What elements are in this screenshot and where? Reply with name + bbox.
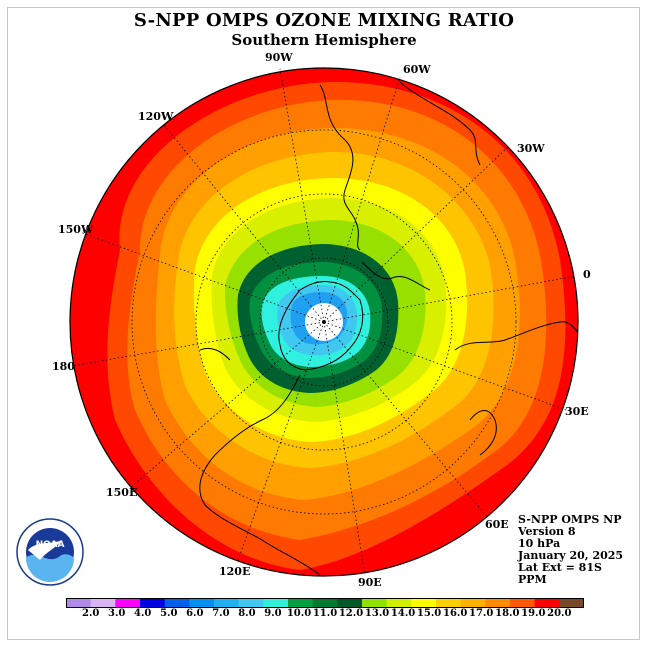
- noaa-logo: NOAA: [16, 518, 84, 586]
- figure-subtitle: Southern Hemisphere: [231, 31, 417, 49]
- info-instrument: S-NPP OMPS NP: [518, 513, 622, 526]
- coastline-peninsula: [361, 261, 431, 291]
- lon-label-150e: 150E: [106, 486, 137, 499]
- meridian-150w: [79, 231, 325, 323]
- lon-label-120e: 120E: [219, 565, 250, 578]
- lon-label-30w: 30W: [517, 142, 545, 155]
- colorbar-tick-label: 9.0: [264, 608, 282, 619]
- lon-label-150w: 150W: [58, 223, 94, 236]
- coastlines: [199, 81, 579, 576]
- lat-circle-50: [195, 193, 453, 451]
- colorbar-tick-label: 17.0: [469, 608, 494, 619]
- colorbar-tick-label: 8.0: [238, 608, 256, 619]
- colorbar-tick-label: 15.0: [416, 608, 442, 619]
- meridian-0: [323, 275, 577, 323]
- lon-label-60e: 60E: [485, 518, 509, 531]
- south-pole-marker: [322, 320, 326, 324]
- colorbar-tick-label: 16.0: [443, 608, 468, 619]
- colorbar-swatch: [189, 598, 215, 608]
- meridian-180: [71, 321, 325, 367]
- longitude-labels: 90W 60W 30W 0 30E 60E 90E 120E 150E 180 …: [52, 51, 591, 589]
- colorbar-swatch: [386, 598, 412, 608]
- lon-label-30e: 30E: [565, 405, 589, 418]
- meridian-90w: [279, 68, 325, 323]
- info-date: January 20, 2025: [518, 549, 624, 562]
- lon-label-180: 180: [52, 360, 75, 373]
- info-version: Version 8: [518, 525, 576, 538]
- colorbar-tick-label: 18.0: [495, 608, 520, 619]
- colorbar-tick-label: 12.0: [338, 608, 364, 619]
- colorbar-tick-label: 6.0: [186, 608, 204, 619]
- lon-label-120w: 120W: [138, 110, 174, 123]
- info-units: PPM: [518, 573, 547, 586]
- colorbar-swatch: [559, 598, 584, 608]
- lon-label-60w: 60W: [403, 63, 431, 76]
- colorbar-tick-label: 14.0: [390, 608, 416, 619]
- colorbar-tick-label: 2.0: [81, 608, 100, 619]
- colorbar-swatch: [337, 598, 363, 608]
- colorbar-swatch: [288, 598, 314, 608]
- colorbar-border: [66, 598, 584, 608]
- colorbar-swatch: [534, 598, 560, 608]
- coastline-south-america: [319, 84, 361, 251]
- meridian-60e: [323, 321, 489, 519]
- lat-circle-30: [131, 129, 517, 515]
- colorbar-swatch: [140, 598, 166, 608]
- noaa-logo-text: NOAA: [36, 540, 65, 550]
- coastline-ross: [199, 347, 231, 361]
- coastline-madagascar: [469, 410, 497, 456]
- coastline-south-america-east: [399, 81, 481, 166]
- colorbar-tick-label: 3.0: [107, 608, 126, 619]
- colorbar-tick-label: 4.0: [133, 608, 152, 619]
- figure-title: S-NPP OMPS OZONE MIXING RATIO: [133, 10, 515, 31]
- lon-label-90e: 90E: [358, 576, 382, 589]
- colorbar-swatch: [238, 598, 264, 608]
- colorbar-tick-label: 5.0: [160, 608, 178, 619]
- meridian-120e: [236, 321, 325, 564]
- colorbar-swatch: [460, 598, 486, 608]
- coastline-australia: [199, 374, 321, 576]
- colorbar-swatch: [90, 598, 116, 608]
- colorbar-tick-label: 11.0: [312, 608, 338, 619]
- graticule: [71, 68, 577, 576]
- colorbar-swatch: [485, 598, 511, 608]
- coastline-antarctica: [278, 281, 364, 371]
- colorbar-swatch: [214, 598, 240, 608]
- colorbar-tick-label: 19.0: [521, 608, 546, 619]
- meridian-150e: [129, 321, 325, 489]
- noaa-logo-wave: [26, 554, 74, 582]
- info-block: S-NPP OMPS NP Version 8 10 hPa January 2…: [518, 514, 623, 586]
- colorbar-swatch: [312, 598, 338, 608]
- colorbar-swatch: [510, 598, 536, 608]
- info-lat-ext: Lat Ext = 81S: [518, 561, 602, 574]
- meridian-60w: [323, 76, 401, 323]
- figure-frame: [7, 7, 640, 640]
- coastline-africa: [454, 321, 579, 351]
- meridian-30e: [323, 321, 567, 411]
- colorbar-swatch: [115, 598, 141, 608]
- colorbar-swatch: [436, 598, 462, 608]
- colorbar-swatch: [362, 598, 388, 608]
- colorbar-swatch: [164, 598, 190, 608]
- info-level: 10 hPa: [518, 537, 561, 550]
- lon-label-0: 0: [583, 268, 591, 281]
- lon-label-90w: 90W: [265, 51, 293, 64]
- lat-circle-70: [259, 257, 389, 387]
- meridian-90e: [323, 321, 366, 576]
- colorbar: [66, 598, 584, 608]
- colorbar-tick-label: 10.0: [286, 608, 312, 619]
- colorbar-tick-label: 7.0: [212, 608, 230, 619]
- colorbar-tick-label: 13.0: [364, 608, 390, 619]
- noaa-logo-bird-icon: [28, 540, 62, 560]
- ozone-contours: [70, 68, 578, 576]
- map-boundary: [69, 67, 579, 577]
- colorbar-tick-label: 20.0: [547, 608, 572, 619]
- colorbar-swatch: [263, 598, 289, 608]
- colorbar-swatch: [66, 598, 92, 608]
- colorbar-swatch: [411, 598, 437, 608]
